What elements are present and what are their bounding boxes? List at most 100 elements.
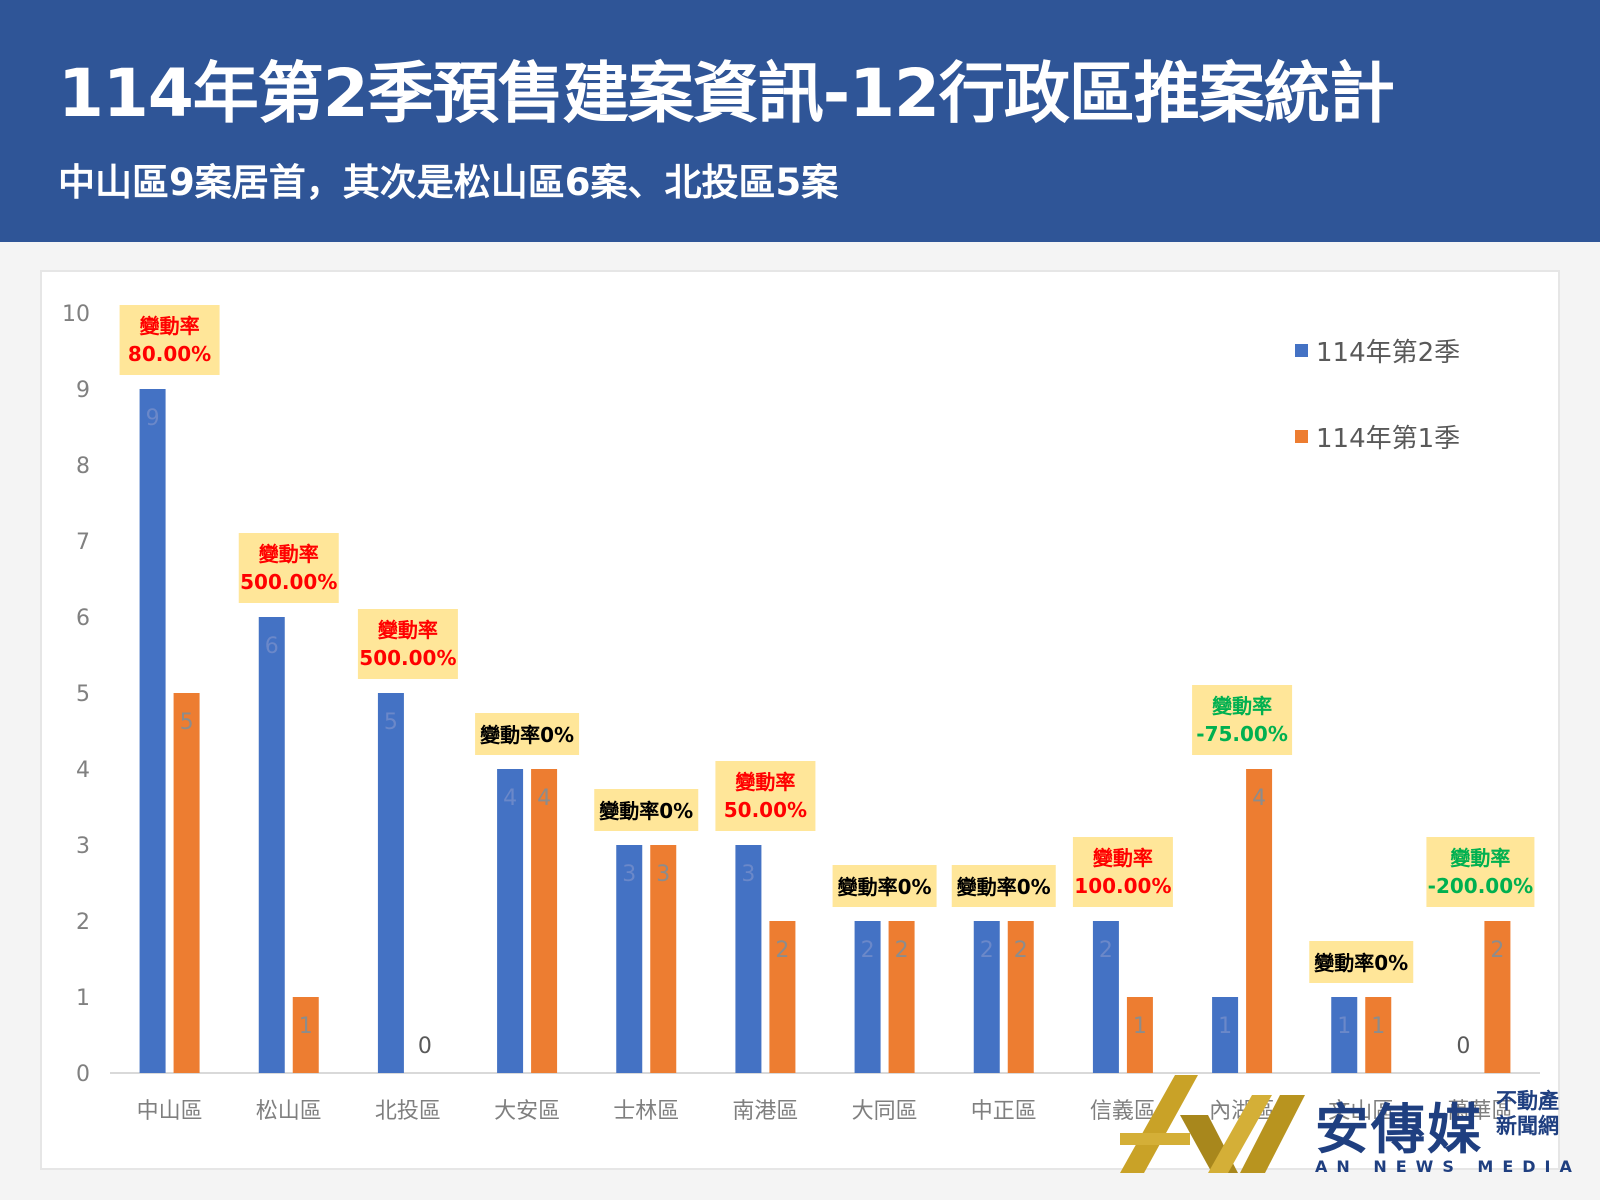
change-rate-label: 100.00% <box>1074 874 1171 898</box>
brand-logo: 安傳媒 不動產 新聞網 AN NEWS MEDIA <box>1120 1075 1600 1193</box>
data-label-q2: 3 <box>741 862 755 887</box>
data-label-q2: 5 <box>384 710 398 735</box>
x-tick-label: 中正區 <box>971 1099 1037 1124</box>
change-rate-label: 變動率 <box>735 770 795 794</box>
data-label-q2: 1 <box>1337 1014 1351 1039</box>
legend-label-q1: 114年第1季 <box>1316 423 1461 454</box>
bar-q2 <box>735 845 762 1073</box>
y-tick-label: 5 <box>76 682 90 707</box>
x-tick-label: 北投區 <box>375 1099 441 1124</box>
change-rate-label: 變動率0% <box>838 875 932 899</box>
y-tick-label: 9 <box>76 378 90 403</box>
legend-label-q2: 114年第2季 <box>1316 337 1461 368</box>
bar-q1 <box>1246 769 1273 1073</box>
bar-q1 <box>650 845 677 1073</box>
change-rate-label: 500.00% <box>359 646 456 670</box>
y-tick-label: 8 <box>76 454 90 479</box>
x-tick-label: 大同區 <box>852 1099 918 1124</box>
bar-q2 <box>1331 997 1358 1073</box>
data-label-q1: 3 <box>656 862 670 887</box>
y-tick-label: 7 <box>76 530 90 555</box>
change-rate-label: 變動率 <box>1450 846 1510 870</box>
change-rate-box <box>1192 685 1293 755</box>
data-label-q2: 6 <box>265 634 279 659</box>
x-tick-label: 中山區 <box>137 1099 203 1124</box>
bar-q1 <box>1365 997 1392 1073</box>
logo-english-name: AN NEWS MEDIA <box>1315 1157 1581 1176</box>
x-tick-label: 松山區 <box>256 1099 322 1124</box>
data-label-q1: 2 <box>895 938 909 963</box>
change-rate-box <box>951 865 1056 907</box>
data-label-q1: 2 <box>1014 938 1028 963</box>
bar-q2 <box>377 693 404 1073</box>
bar-q1 <box>1484 921 1511 1073</box>
y-tick-label: 6 <box>76 606 90 631</box>
y-tick-label: 10 <box>62 302 90 327</box>
change-rate-box <box>832 865 937 907</box>
x-tick-label: 萬華區 <box>1447 1099 1513 1124</box>
bar-q2 <box>139 389 166 1073</box>
bar-q2 <box>854 921 881 1073</box>
change-rate-box <box>475 713 580 755</box>
data-label-q1: 2 <box>1490 938 1504 963</box>
change-rate-box <box>119 305 220 375</box>
data-label-q2: 2 <box>980 938 994 963</box>
change-rate-label: -75.00% <box>1196 722 1288 746</box>
legend-item-q1: 114年第1季 <box>1295 416 1460 456</box>
change-rate-box <box>1309 941 1414 983</box>
data-label-q1: 0 <box>418 1034 432 1059</box>
change-rate-box <box>1072 837 1173 907</box>
change-rate-label: 變動率 <box>1212 694 1272 718</box>
bar-q2 <box>1212 997 1239 1073</box>
header-banner: 114年第2季預售建案資訊-12行政區推案統計 中山區9案居首，其次是松山區6案… <box>0 0 1600 242</box>
x-tick-label: 大安區 <box>494 1099 560 1124</box>
change-rate-box <box>238 533 339 603</box>
legend-swatch-q1 <box>1295 429 1308 443</box>
bar-q2 <box>616 845 643 1073</box>
logo-subtitle: 不動產 新聞網 <box>1496 1089 1559 1139</box>
bar-q1 <box>769 921 796 1073</box>
change-rate-label: 變動率0% <box>957 875 1051 899</box>
data-label-q1: 1 <box>1133 1014 1147 1039</box>
data-label-q1: 2 <box>775 938 789 963</box>
bar-q2 <box>497 769 524 1073</box>
data-label-q2: 4 <box>503 786 517 811</box>
bar-q1 <box>1126 997 1153 1073</box>
bar-q1 <box>292 997 319 1073</box>
change-rate-label: 變動率0% <box>1314 951 1408 975</box>
data-label-q1: 4 <box>1252 786 1266 811</box>
change-rate-label: 變動率 <box>1093 846 1153 870</box>
data-label-q2: 3 <box>622 862 636 887</box>
logo-subtitle-line1: 不動產 <box>1496 1089 1559 1113</box>
bar-q2 <box>973 921 1000 1073</box>
bar-q1 <box>888 921 915 1073</box>
bar-q2 <box>1092 921 1119 1073</box>
change-rate-label: 50.00% <box>724 798 807 822</box>
change-rate-label: 變動率0% <box>480 723 574 747</box>
bar-q1 <box>173 693 200 1073</box>
legend-swatch-q2 <box>1295 343 1308 357</box>
change-rate-label: -200.00% <box>1428 874 1534 898</box>
data-label-q2: 2 <box>1099 938 1113 963</box>
y-tick-label: 3 <box>76 834 90 859</box>
data-label-q2: 9 <box>146 406 160 431</box>
data-label-q2: 0 <box>1456 1034 1470 1059</box>
y-tick-label: 2 <box>76 910 90 935</box>
change-rate-box <box>1426 837 1535 907</box>
data-label-q2: 1 <box>1218 1014 1232 1039</box>
y-tick-label: 4 <box>76 758 90 783</box>
change-rate-label: 500.00% <box>240 570 337 594</box>
change-rate-label: 變動率 <box>378 618 438 642</box>
y-tick-label: 0 <box>76 1062 90 1087</box>
change-rate-box <box>715 761 816 831</box>
page-title: 114年第2季預售建案資訊-12行政區推案統計 <box>58 55 1395 132</box>
change-rate-label: 變動率 <box>140 314 200 338</box>
x-tick-label: 文山區 <box>1328 1099 1394 1124</box>
change-rate-label: 變動率 <box>259 542 319 566</box>
logo-chinese-name: 安傳媒 <box>1315 1098 1483 1161</box>
legend-item-q2: 114年第2季 <box>1295 330 1460 370</box>
change-rate-label: 變動率0% <box>599 799 693 823</box>
data-label-q1: 5 <box>180 710 194 735</box>
x-tick-label: 信義區 <box>1090 1099 1156 1124</box>
